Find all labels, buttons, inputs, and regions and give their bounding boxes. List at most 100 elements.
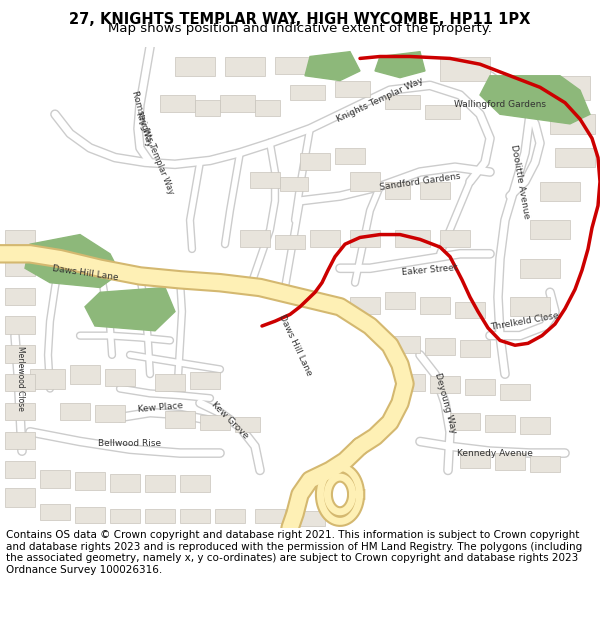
Text: Threlkeld Close: Threlkeld Close	[490, 311, 560, 332]
Polygon shape	[105, 369, 135, 386]
Text: Eaker Street: Eaker Street	[402, 263, 458, 277]
Polygon shape	[390, 336, 420, 353]
Polygon shape	[110, 474, 140, 491]
Polygon shape	[350, 297, 380, 314]
Polygon shape	[5, 488, 35, 507]
Polygon shape	[155, 374, 185, 391]
Polygon shape	[530, 456, 560, 472]
Text: Romsey Way: Romsey Way	[130, 90, 154, 148]
Polygon shape	[350, 230, 380, 247]
Text: Deyoung Way: Deyoung Way	[433, 372, 457, 434]
Polygon shape	[145, 475, 175, 491]
Polygon shape	[25, 234, 120, 288]
Polygon shape	[75, 507, 105, 523]
Text: Knights Templar Way: Knights Templar Way	[335, 76, 425, 124]
Polygon shape	[275, 56, 310, 74]
Polygon shape	[520, 259, 560, 278]
Polygon shape	[175, 56, 215, 76]
Polygon shape	[5, 432, 35, 449]
Polygon shape	[40, 471, 70, 488]
Polygon shape	[225, 56, 265, 76]
Text: Kew Grove: Kew Grove	[210, 400, 250, 441]
Polygon shape	[290, 86, 325, 100]
Text: Map shows position and indicative extent of the property.: Map shows position and indicative extent…	[108, 22, 492, 35]
Text: Bellwood Rise: Bellwood Rise	[98, 439, 161, 448]
Polygon shape	[235, 418, 260, 432]
Polygon shape	[460, 341, 490, 357]
Polygon shape	[190, 372, 220, 389]
Text: Wallingford Gardens: Wallingford Gardens	[454, 100, 546, 109]
Polygon shape	[95, 405, 125, 422]
Polygon shape	[215, 509, 245, 523]
Text: Daws Hill Lane: Daws Hill Lane	[277, 313, 313, 378]
Text: Knights Templar Way: Knights Templar Way	[134, 110, 176, 195]
Polygon shape	[180, 475, 210, 491]
Polygon shape	[275, 234, 305, 249]
Polygon shape	[450, 412, 480, 430]
Text: Sandford Gardens: Sandford Gardens	[379, 171, 461, 192]
Polygon shape	[350, 172, 380, 191]
Polygon shape	[240, 230, 270, 247]
Polygon shape	[255, 509, 285, 523]
Polygon shape	[5, 316, 35, 334]
Polygon shape	[110, 509, 140, 523]
Polygon shape	[5, 403, 35, 421]
Text: Kennedy Avenue: Kennedy Avenue	[457, 449, 533, 458]
Polygon shape	[385, 182, 410, 199]
Polygon shape	[300, 152, 330, 170]
Polygon shape	[195, 100, 220, 116]
Polygon shape	[425, 104, 460, 119]
Text: Doolittle Avenue: Doolittle Avenue	[509, 144, 531, 219]
Polygon shape	[545, 76, 590, 100]
Text: Contains OS data © Crown copyright and database right 2021. This information is : Contains OS data © Crown copyright and d…	[6, 530, 582, 575]
Polygon shape	[5, 230, 35, 249]
Polygon shape	[40, 504, 70, 521]
Polygon shape	[255, 100, 280, 116]
Polygon shape	[430, 376, 460, 393]
Polygon shape	[335, 148, 365, 164]
Polygon shape	[30, 369, 65, 389]
Polygon shape	[420, 297, 450, 314]
Polygon shape	[550, 114, 595, 134]
Polygon shape	[375, 52, 425, 78]
Polygon shape	[455, 302, 485, 318]
Polygon shape	[485, 414, 515, 432]
Polygon shape	[220, 95, 255, 112]
Polygon shape	[395, 230, 430, 247]
Polygon shape	[5, 259, 35, 276]
Polygon shape	[335, 81, 370, 97]
Text: Merlewood Close: Merlewood Close	[16, 346, 25, 411]
Polygon shape	[555, 148, 595, 167]
Text: Kew Place: Kew Place	[137, 401, 183, 414]
Polygon shape	[520, 418, 550, 434]
Polygon shape	[250, 172, 280, 188]
Polygon shape	[420, 182, 450, 199]
Polygon shape	[460, 451, 490, 469]
Polygon shape	[5, 374, 35, 391]
Polygon shape	[295, 511, 325, 526]
Polygon shape	[385, 292, 415, 309]
Polygon shape	[500, 384, 530, 400]
Polygon shape	[440, 56, 490, 81]
Polygon shape	[440, 230, 470, 247]
Polygon shape	[465, 379, 495, 395]
Text: 27, KNIGHTS TEMPLAR WAY, HIGH WYCOMBE, HP11 1PX: 27, KNIGHTS TEMPLAR WAY, HIGH WYCOMBE, H…	[70, 12, 530, 27]
Polygon shape	[310, 230, 340, 247]
Polygon shape	[75, 472, 105, 489]
Polygon shape	[145, 509, 175, 523]
Polygon shape	[70, 364, 100, 384]
Polygon shape	[5, 288, 35, 305]
Polygon shape	[60, 403, 90, 421]
Polygon shape	[200, 414, 230, 430]
Polygon shape	[165, 411, 195, 428]
Polygon shape	[160, 95, 195, 112]
Text: Daws Hill Lane: Daws Hill Lane	[52, 264, 119, 282]
Polygon shape	[180, 509, 210, 523]
Polygon shape	[425, 338, 455, 355]
Polygon shape	[530, 220, 570, 239]
Polygon shape	[305, 52, 360, 81]
Polygon shape	[540, 182, 580, 201]
Polygon shape	[395, 374, 425, 391]
Polygon shape	[85, 288, 175, 331]
Polygon shape	[495, 453, 525, 471]
